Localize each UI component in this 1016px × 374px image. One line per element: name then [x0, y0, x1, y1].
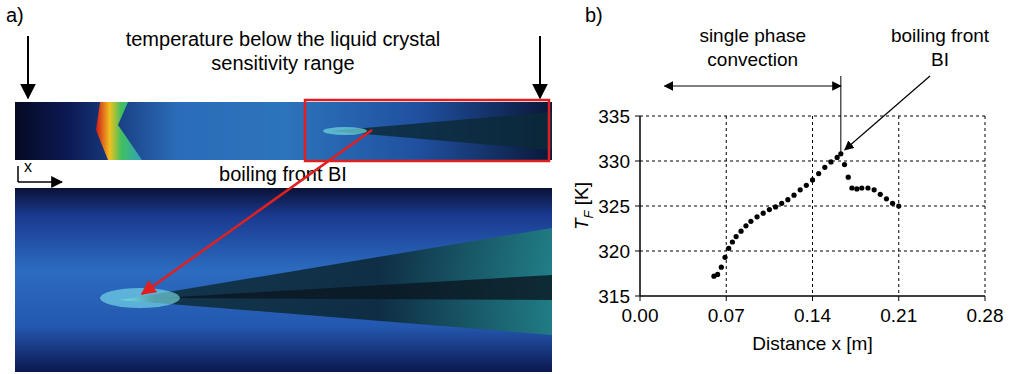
y-tick-label: 325	[598, 196, 630, 217]
range-end-line	[840, 76, 841, 154]
data-point	[754, 214, 759, 219]
data-point	[872, 187, 877, 192]
pointer-arrow	[539, 36, 541, 98]
x-symbol: x	[24, 158, 32, 175]
annotation-text: convection	[707, 49, 798, 70]
x-tick-label: 0.00	[622, 305, 659, 326]
data-point	[761, 211, 766, 216]
annotation-text: single phase	[699, 25, 806, 46]
data-point	[846, 175, 851, 180]
x-tick-label: 0.14	[794, 305, 831, 326]
data-point	[726, 246, 731, 251]
front-tip	[323, 127, 367, 135]
data-point	[842, 162, 847, 167]
data-point	[785, 197, 790, 202]
data-point	[738, 229, 743, 234]
annotation-text: boiling front	[891, 25, 990, 46]
pointer-arrow	[27, 36, 29, 98]
zoom-arrow	[142, 130, 372, 294]
data-point	[865, 185, 870, 190]
data-point	[849, 185, 854, 190]
x-tick-label: 0.07	[708, 305, 745, 326]
grid-line	[726, 116, 727, 296]
data-point	[810, 177, 815, 182]
data-group	[711, 151, 901, 279]
data-point	[878, 192, 883, 197]
grid-line	[985, 116, 986, 296]
zoom-thermogram	[15, 188, 552, 372]
x-origin	[17, 166, 19, 182]
data-point	[804, 183, 809, 188]
zoom-tip	[100, 288, 180, 308]
y-title-unit: [K]	[571, 182, 592, 211]
figure: a) temperature below the liquid crystalse…	[0, 0, 1016, 374]
y-tick-label: 315	[598, 286, 630, 307]
data-point	[798, 187, 803, 192]
data-point	[779, 201, 784, 206]
range-arrow	[665, 85, 841, 86]
x-axis-title: Distance x [m]	[752, 333, 872, 354]
panel-letter: a)	[6, 4, 24, 26]
data-point	[822, 165, 827, 170]
front-label: boiling front BI	[219, 163, 347, 185]
data-point	[715, 272, 720, 277]
y-axis-title: TF [K]	[571, 182, 596, 230]
note-text: temperature below the liquid crystal	[126, 28, 441, 50]
x-tick-label: 0.21	[880, 305, 917, 326]
data-point	[896, 203, 901, 208]
y-axis	[639, 116, 641, 296]
data-point	[854, 186, 859, 191]
zoom-wedge	[120, 228, 552, 335]
x-axis	[640, 295, 985, 297]
data-point	[816, 171, 821, 176]
data-point	[828, 159, 833, 164]
thermogram	[15, 102, 552, 160]
x-direction	[18, 181, 62, 183]
y-tick-label: 335	[598, 106, 630, 127]
annotation-text: BI	[931, 49, 949, 70]
x-tick-label: 0.28	[967, 305, 1004, 326]
zoom-core	[160, 275, 552, 300]
panel-letter: b)	[585, 4, 603, 26]
data-point	[730, 239, 735, 244]
data-point	[767, 207, 772, 212]
data-point	[743, 223, 748, 228]
data-point	[734, 234, 739, 239]
data-point	[722, 255, 727, 260]
front-arrow	[845, 76, 930, 150]
y-tick-label: 320	[598, 241, 630, 262]
data-point	[748, 219, 753, 224]
note-text: sensitivity range	[211, 52, 354, 74]
grid-line	[812, 116, 813, 296]
data-point	[773, 204, 778, 209]
data-point	[791, 193, 796, 198]
data-point	[719, 265, 724, 270]
data-point	[884, 196, 889, 201]
data-point	[890, 201, 895, 206]
hot-band	[96, 102, 142, 160]
data-point	[859, 185, 864, 190]
y-tick-label: 330	[598, 151, 630, 172]
